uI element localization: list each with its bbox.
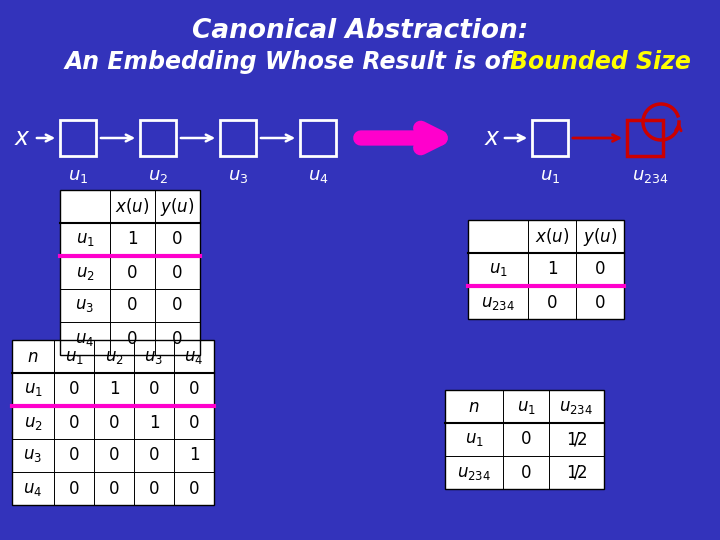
Text: $y(u)$: $y(u)$ bbox=[161, 195, 194, 218]
Text: 0: 0 bbox=[172, 296, 183, 314]
Bar bbox=[220, 120, 256, 156]
Bar bbox=[140, 120, 176, 156]
Text: 1: 1 bbox=[546, 260, 557, 279]
Text: 0: 0 bbox=[595, 260, 606, 279]
Text: 0: 0 bbox=[109, 480, 120, 497]
Text: Canonical Abstraction:: Canonical Abstraction: bbox=[192, 18, 528, 44]
Bar bbox=[12, 340, 214, 505]
Text: 0: 0 bbox=[189, 480, 199, 497]
Text: 0: 0 bbox=[109, 414, 120, 431]
Text: $u_1$: $u_1$ bbox=[65, 348, 84, 366]
Text: 0: 0 bbox=[172, 231, 183, 248]
Text: Bounded Size: Bounded Size bbox=[510, 50, 691, 74]
Text: $u_1$: $u_1$ bbox=[489, 260, 508, 279]
Text: 0: 0 bbox=[149, 447, 159, 464]
Text: $u_{234}$: $u_{234}$ bbox=[481, 294, 515, 312]
Text: $u_1$: $u_1$ bbox=[464, 430, 483, 449]
Text: 0: 0 bbox=[68, 381, 79, 399]
Text: 0: 0 bbox=[127, 296, 138, 314]
Text: $y(u)$: $y(u)$ bbox=[582, 226, 617, 247]
Text: An Embedding Whose Result is of: An Embedding Whose Result is of bbox=[65, 50, 521, 74]
Text: 0: 0 bbox=[127, 329, 138, 348]
Text: $u_4$: $u_4$ bbox=[184, 348, 204, 366]
Bar bbox=[468, 220, 624, 319]
Text: $u_4$: $u_4$ bbox=[76, 329, 94, 348]
Bar bbox=[627, 120, 663, 156]
Text: $u_{234}$: $u_{234}$ bbox=[631, 167, 668, 185]
Text: $x$: $x$ bbox=[484, 126, 500, 150]
Text: 1: 1 bbox=[189, 447, 199, 464]
Text: $u_1$: $u_1$ bbox=[24, 381, 42, 399]
Text: $u_2$: $u_2$ bbox=[148, 167, 168, 185]
Text: 0: 0 bbox=[149, 480, 159, 497]
Text: 0: 0 bbox=[546, 294, 557, 312]
Bar bbox=[60, 190, 200, 355]
Text: 0: 0 bbox=[172, 264, 183, 281]
Text: 1: 1 bbox=[149, 414, 159, 431]
Text: $u_3$: $u_3$ bbox=[24, 447, 42, 464]
Text: 0: 0 bbox=[109, 447, 120, 464]
Text: 1: 1 bbox=[127, 231, 138, 248]
Text: 0: 0 bbox=[189, 414, 199, 431]
Text: 0: 0 bbox=[127, 264, 138, 281]
Text: 0: 0 bbox=[521, 463, 531, 482]
Text: $u_2$: $u_2$ bbox=[104, 348, 123, 366]
Text: $x(u)$: $x(u)$ bbox=[535, 226, 570, 246]
Bar bbox=[60, 190, 200, 355]
Text: $u_{234}$: $u_{234}$ bbox=[559, 397, 593, 415]
Text: 0: 0 bbox=[68, 480, 79, 497]
Text: $u_1$: $u_1$ bbox=[76, 231, 94, 248]
Text: $u_1$: $u_1$ bbox=[540, 167, 560, 185]
Text: $x$: $x$ bbox=[14, 126, 30, 150]
Text: $u_3$: $u_3$ bbox=[228, 167, 248, 185]
Text: $x(u)$: $x(u)$ bbox=[115, 197, 150, 217]
Text: 0: 0 bbox=[189, 381, 199, 399]
Text: $n$: $n$ bbox=[468, 397, 480, 415]
Text: $\mathrm{1\!/\!2}$: $\mathrm{1\!/\!2}$ bbox=[566, 463, 588, 482]
Text: $u_1$: $u_1$ bbox=[516, 397, 536, 415]
Text: $u_2$: $u_2$ bbox=[76, 264, 94, 281]
Bar bbox=[445, 390, 604, 489]
Bar bbox=[12, 340, 214, 505]
Text: 0: 0 bbox=[172, 329, 183, 348]
Text: $u_{234}$: $u_{234}$ bbox=[457, 463, 491, 482]
Text: 0: 0 bbox=[68, 414, 79, 431]
Text: $u_3$: $u_3$ bbox=[145, 348, 163, 366]
Bar bbox=[445, 390, 604, 489]
Bar bbox=[532, 120, 568, 156]
Text: $u_4$: $u_4$ bbox=[307, 167, 328, 185]
Text: $u_1$: $u_1$ bbox=[68, 167, 88, 185]
Text: $u_4$: $u_4$ bbox=[23, 480, 42, 497]
Text: $u_2$: $u_2$ bbox=[24, 414, 42, 431]
Text: 0: 0 bbox=[149, 381, 159, 399]
Text: 0: 0 bbox=[68, 447, 79, 464]
Text: 1: 1 bbox=[109, 381, 120, 399]
Text: $\mathrm{1\!/\!2}$: $\mathrm{1\!/\!2}$ bbox=[566, 430, 588, 449]
Text: $n$: $n$ bbox=[27, 348, 39, 366]
Text: 0: 0 bbox=[521, 430, 531, 449]
Bar bbox=[60, 120, 96, 156]
Bar bbox=[468, 220, 624, 319]
Text: 0: 0 bbox=[595, 294, 606, 312]
Bar bbox=[300, 120, 336, 156]
Text: $u_3$: $u_3$ bbox=[76, 296, 94, 314]
